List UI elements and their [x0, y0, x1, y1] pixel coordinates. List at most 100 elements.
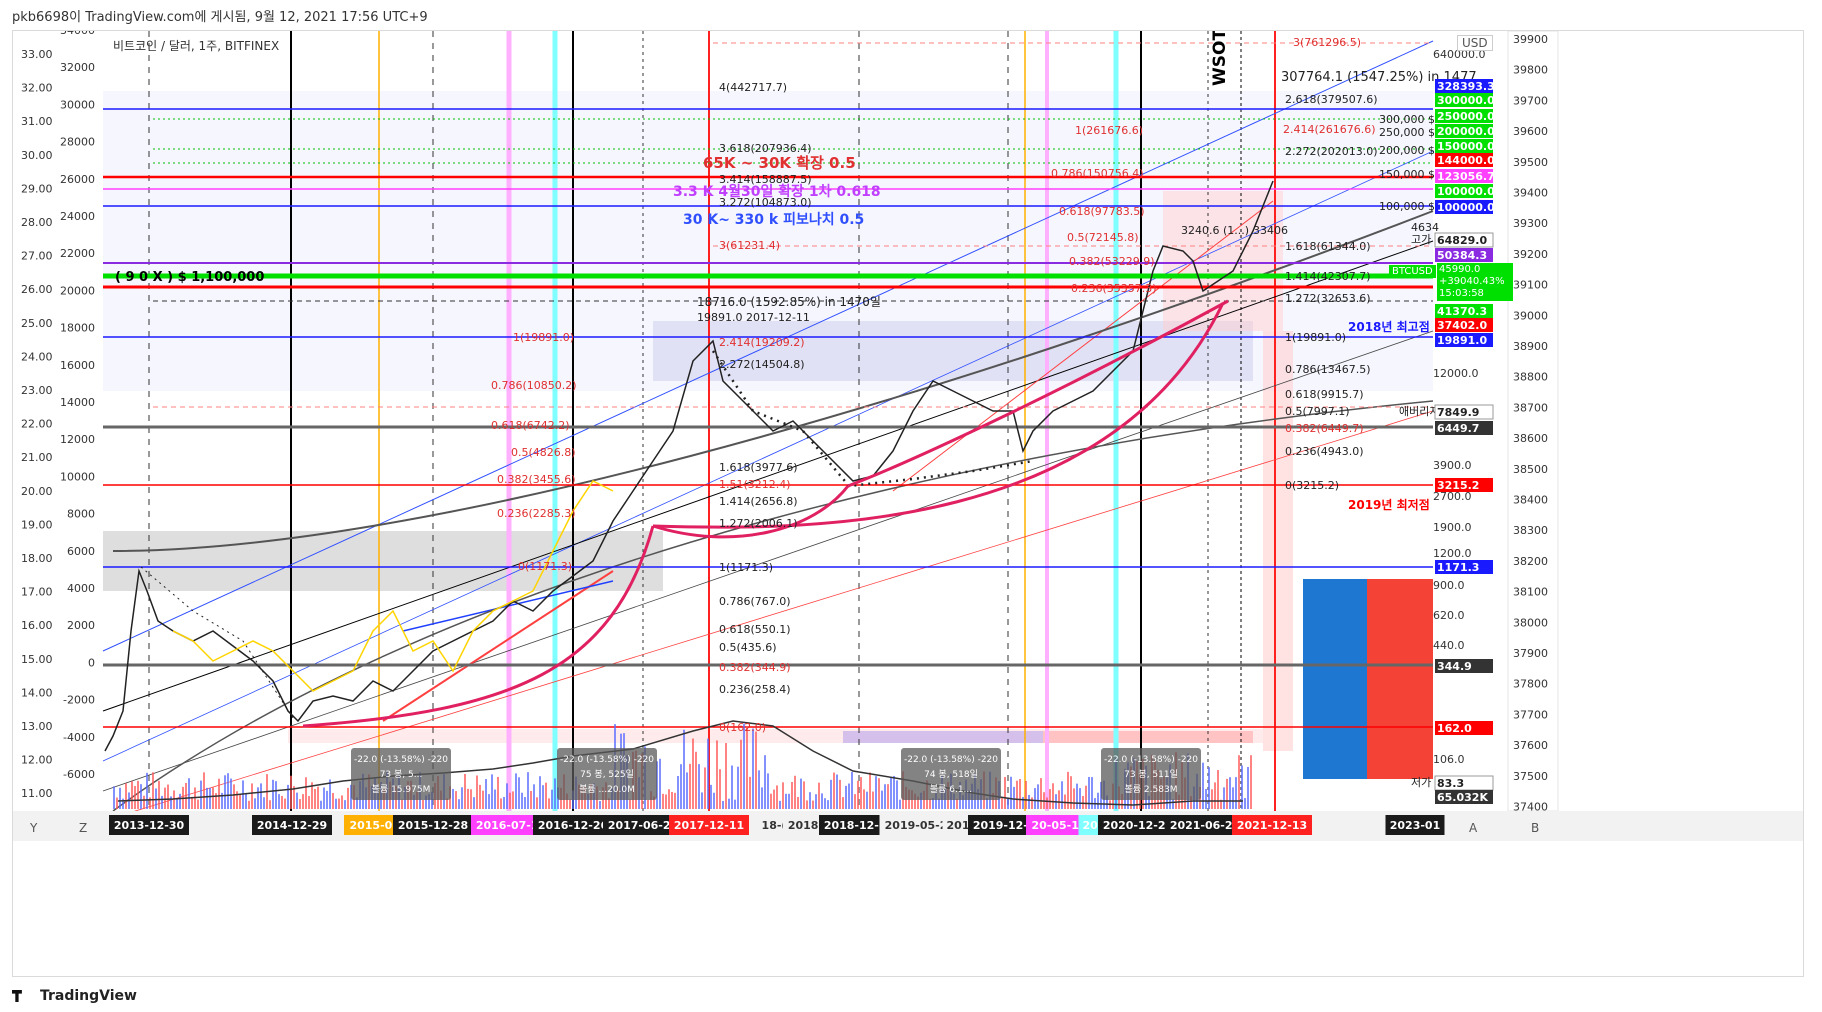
volume-bar	[920, 792, 922, 809]
time-axis-label-text: 18-(	[762, 819, 787, 832]
stat-box-bg	[901, 748, 1001, 800]
volume-bar	[347, 787, 349, 809]
price-tag-bg	[1435, 560, 1493, 574]
volume-bar	[749, 776, 751, 809]
z-axis-toggle[interactable]: Z	[79, 821, 88, 835]
right-axis-tick: 39800	[1513, 64, 1548, 77]
chart-svg[interactable]: 65K ~ 30K 확장 0.53.3 K 4월30일 확장 1차 0.6183…	[13, 24, 1803, 976]
volume-bar	[776, 785, 778, 809]
right-axis-tick: 39900	[1513, 33, 1548, 46]
second-axis-tick: 0	[88, 656, 95, 669]
annotation-label: 2.272(14504.8)	[719, 358, 805, 371]
annotation-label: 1.618(61344.0)	[1285, 240, 1371, 253]
annotation-label: 1.272(32653.6)	[1285, 292, 1371, 305]
annotation-label: 3(61231.4)	[719, 239, 780, 252]
volume-bar	[866, 791, 868, 809]
volume-bar	[554, 778, 556, 809]
volume-bar	[113, 786, 115, 809]
volume-bar	[161, 795, 163, 809]
volume-bar	[479, 784, 481, 809]
second-axis-tick: -2000	[63, 694, 95, 707]
volume-bar	[149, 797, 151, 809]
currency-button[interactable]: USD	[1457, 35, 1493, 51]
volume-bar	[176, 798, 178, 809]
time-axis-label: 2018-12-31	[819, 815, 899, 835]
volume-bar	[677, 776, 679, 809]
volume-bar	[491, 774, 493, 809]
volume-bar	[899, 799, 901, 809]
stat-box-bg	[557, 748, 657, 800]
annotation-label: 307764.1 (1547.25%) in 1477	[1281, 70, 1477, 85]
stat-box-line: 볼륨 2.583M	[1125, 784, 1178, 795]
price-tag: 123056.7	[1435, 169, 1495, 183]
volume-bar	[1061, 781, 1063, 809]
stat-boxes: -22.0 (-13.58%) -220 73 봉, 5... 볼륨 15.975M…	[351, 748, 1201, 800]
volume-bar	[818, 782, 820, 809]
stat-box-line: 74 봉, 518일	[924, 769, 978, 780]
volume-bar	[320, 800, 322, 809]
volume-bar	[1040, 778, 1042, 809]
volume-bar	[1217, 770, 1219, 809]
autoscale-toggle[interactable]: A	[1469, 821, 1478, 835]
stat-box-line: 73 봉, 511일	[1124, 769, 1178, 780]
volume-bar	[698, 764, 700, 809]
time-axis-label-text: 2017-06-26	[608, 819, 679, 832]
volume-bar	[764, 755, 766, 809]
volume-bar	[797, 796, 799, 809]
volume-bar	[302, 794, 304, 809]
volume-bar	[932, 798, 934, 809]
annotation-label: 애버리지	[1399, 405, 1439, 418]
price-tag-bg	[1435, 184, 1493, 198]
volume-bar	[1190, 796, 1192, 809]
annotation-label: 0.786(13467.5)	[1285, 363, 1371, 376]
volume-bar	[599, 800, 601, 809]
btc-price: 45990.0	[1439, 264, 1481, 275]
right-axis-tick: 38400	[1513, 494, 1548, 507]
volume-bar	[125, 783, 127, 809]
left-axis-tick: 30.00	[21, 149, 53, 162]
volume-bar	[485, 779, 487, 809]
volume-bar	[269, 800, 271, 809]
second-axis-tick: 28000	[60, 136, 95, 149]
left-axis-tick: 28.00	[21, 216, 53, 229]
volume-bar	[1070, 776, 1072, 809]
annotation-label: 30 K~ 330 k 피보나치 0.5	[683, 212, 864, 228]
price-tag: 100000.0	[1435, 200, 1495, 214]
price-tag: 100000.0	[1435, 184, 1495, 198]
chart-frame[interactable]: 65K ~ 30K 확장 0.5 3.3 K 4월30일 확장 1차 0.618 3…	[12, 24, 1804, 977]
volume-bar	[230, 778, 232, 809]
second-axis-tick: 2000	[67, 619, 95, 632]
price-tag: 3215.2	[1435, 478, 1493, 492]
volume-bar	[1073, 788, 1075, 809]
time-axis-label-text: 2019-12-30	[973, 819, 1044, 832]
price-tag: 328393.3	[1435, 79, 1495, 93]
volume-bar	[548, 798, 550, 809]
b-toggle[interactable]: B	[1531, 821, 1540, 835]
volume-bar	[566, 793, 568, 809]
right-axis-tick: 38000	[1513, 616, 1548, 629]
price-tag: 7849.9	[1434, 404, 1494, 420]
right-axis-tick: 39300	[1513, 217, 1548, 230]
annotation-label: 65K ~ 30K 확장 0.5	[703, 154, 856, 172]
volume-bar	[524, 797, 526, 809]
volume-bar	[935, 791, 937, 809]
time-axis-label-bg	[603, 815, 683, 835]
annotation-label: 0(162.0)	[719, 721, 766, 734]
volume-average	[117, 720, 1243, 806]
time-axis-label-text: 2016-12-26	[538, 819, 609, 832]
volume-bar	[986, 798, 988, 809]
volume-bar	[803, 781, 805, 809]
left-axis-tick: 32.00	[21, 82, 53, 95]
volume-bar	[872, 791, 874, 809]
volume-bar	[791, 781, 793, 809]
right-axis-tick: 38100	[1513, 586, 1548, 599]
stat-box-line: 볼륨 15.975M	[372, 784, 431, 795]
right-axis-tick: 39000	[1513, 309, 1548, 322]
inner-axis-tick: 900.0	[1433, 579, 1465, 592]
volume-bar	[203, 772, 205, 809]
volume-bar	[470, 789, 472, 809]
y-axis-toggle[interactable]: Y	[30, 821, 38, 835]
right-axis-tick: 38500	[1513, 463, 1548, 476]
volume-bar	[710, 784, 712, 809]
